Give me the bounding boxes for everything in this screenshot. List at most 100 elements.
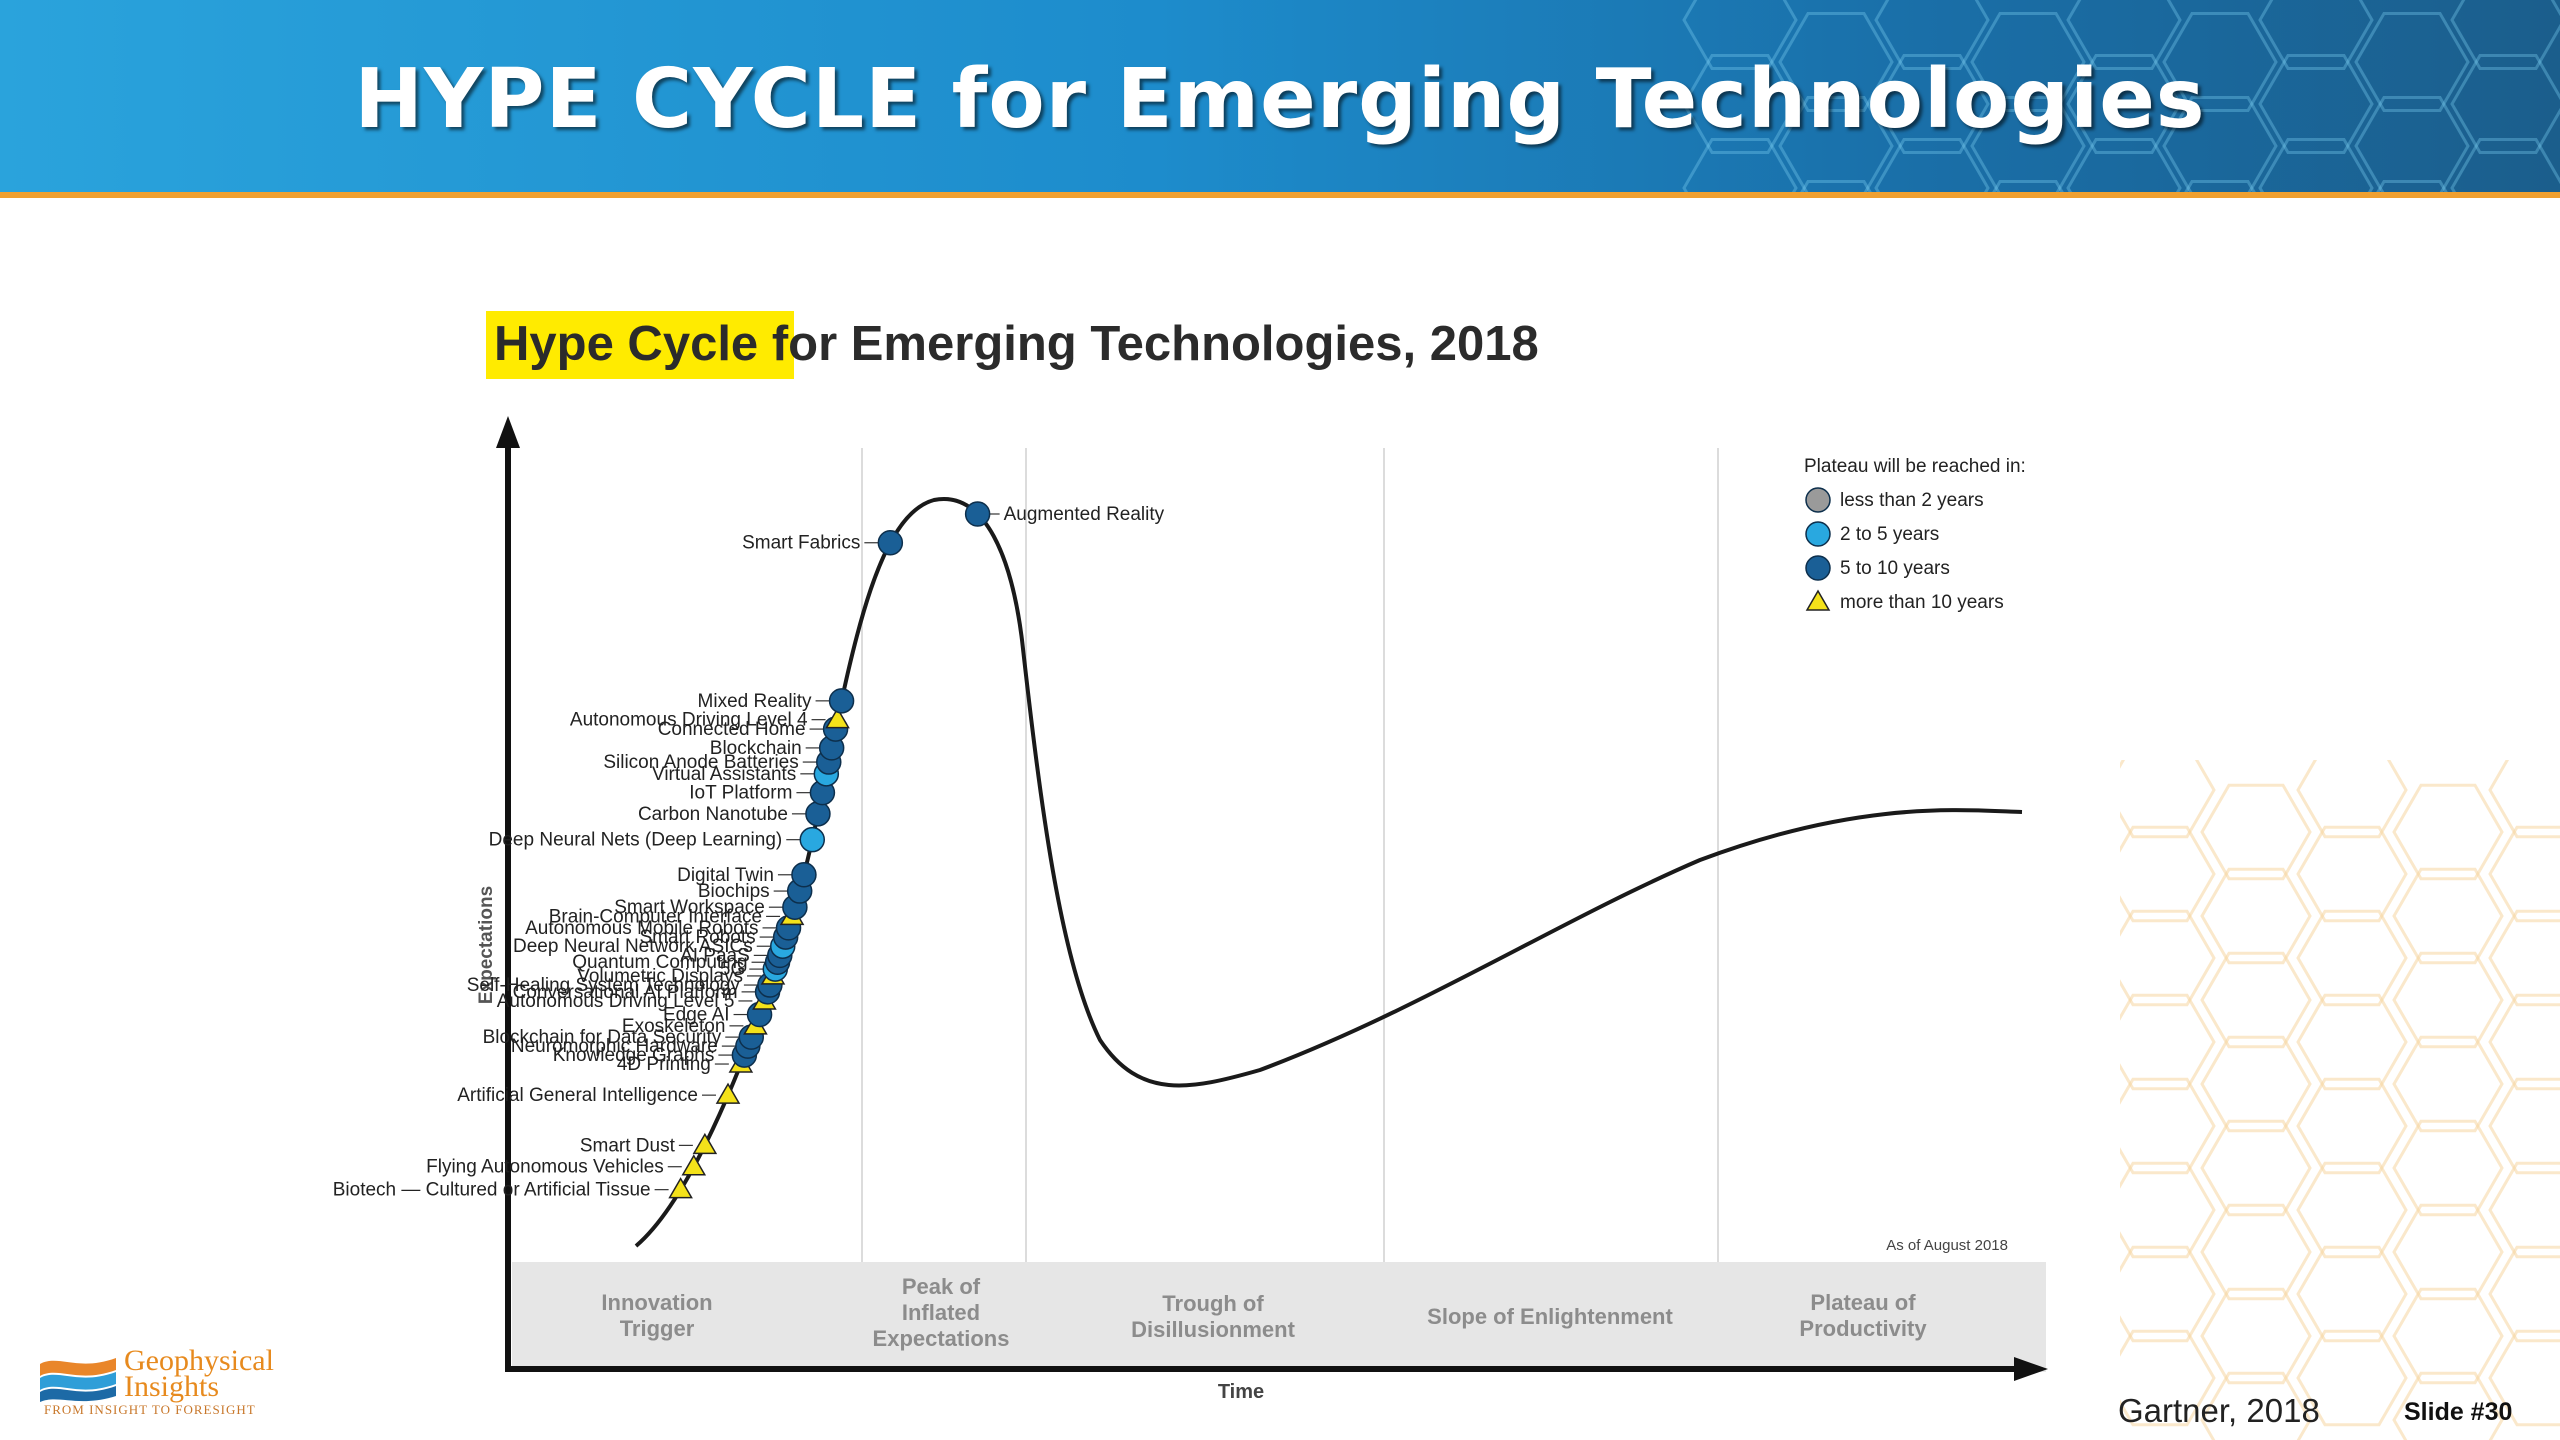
logo-name-line1: Geophysical	[124, 1344, 274, 1377]
logo-name-line2: Insights	[124, 1370, 220, 1403]
legend-label-5to10: 5 to 10 years	[1840, 558, 1950, 579]
decorative-hexagon	[2200, 951, 2312, 1049]
decorative-hexagon	[2296, 1161, 2408, 1259]
tech-marker-deep-neural-nets-deep-learning	[799, 826, 826, 853]
tech-label-self-healing-system-technology: Self-Healing System Technology	[467, 975, 741, 996]
legend-marker-2to5	[1805, 521, 1831, 547]
header-hexagon	[1778, 96, 1894, 192]
legend-marker-lt2	[1805, 487, 1831, 513]
tech-label-artificial-general-intelligence: Artificial General Intelligence	[457, 1085, 698, 1106]
tech-label-volumetric-displays: Volumetric Displays	[577, 966, 743, 987]
phase-trough: Trough of Disillusionment	[1131, 1291, 1295, 1342]
decorative-hexagon	[2488, 993, 2560, 1091]
header-hexagon	[2258, 54, 2374, 154]
phase-slope: Slope of Enlightenment	[1427, 1304, 1673, 1329]
legend: Plateau will be reached in: less than 2 …	[1804, 456, 2026, 613]
decorative-hexagon	[2200, 1371, 2312, 1440]
decorative-hexagon	[2488, 1245, 2560, 1343]
header-hexagon	[1682, 138, 1798, 192]
technology-leader-lines	[654, 513, 1000, 1191]
tech-label-smart-robots: Smart Robots	[640, 927, 756, 948]
header-hexagon	[1682, 54, 1798, 154]
phase-plateau: Plateau of Productivity	[1799, 1290, 1927, 1341]
decorative-hexagon	[2200, 867, 2312, 965]
tech-marker-mixed-reality	[828, 688, 855, 714]
decorative-hexagon	[2488, 1161, 2560, 1259]
phase-labels: Innovation Trigger Peak of Inflated Expecta…	[601, 1274, 1927, 1351]
tech-marker-artificial-general-intelligence	[715, 1082, 741, 1104]
slide-title: HYPE CYCLE for Emerging Technologies	[354, 52, 2206, 147]
legend-label-2to5: 2 to 5 years	[1840, 524, 1939, 545]
header-hexagon	[2066, 54, 2182, 154]
tech-label-virtual-assistants: Virtual Assistants	[652, 764, 796, 785]
tech-label-iot-platform: IoT Platform	[689, 783, 792, 804]
decorative-hexagon	[2392, 1371, 2504, 1440]
tech-label-autonomous-driving-level-5: Autonomous Driving Level 5	[497, 991, 735, 1012]
decorative-hexagon	[2120, 909, 2216, 1007]
phase-innovation-trigger: Innovation Trigger	[601, 1290, 712, 1341]
tech-marker-carbon-nanotube	[805, 801, 831, 827]
decorative-hexagon	[2120, 760, 2216, 839]
header-hexagon	[2258, 138, 2374, 192]
header-hexagon	[2184, 180, 2256, 192]
decorative-hexagon	[2488, 825, 2560, 923]
decorative-hexagon	[2200, 1035, 2312, 1133]
decorative-hexagon	[2120, 1329, 2216, 1427]
tech-marker-smart-fabrics	[877, 529, 904, 556]
decorative-hexagon	[2296, 1077, 2408, 1175]
header-hexagon	[1682, 0, 1798, 70]
tech-label-neuromorphic-hardware: Neuromorphic Hardware	[511, 1036, 718, 1057]
legend-title: Plateau will be reached in:	[1804, 456, 2026, 477]
tech-marker-flying-autonomous-vehicles	[681, 1154, 707, 1176]
technology-markers	[668, 501, 991, 1199]
chart-title-rest: for Emerging Technologies, 2018	[758, 317, 1539, 371]
header-hexagon	[1970, 12, 2086, 112]
tech-label-smart-fabrics: Smart Fabrics	[742, 533, 860, 554]
logo-waves-icon	[40, 1358, 116, 1402]
decorative-hexagon	[2296, 1245, 2408, 1343]
tech-label-smart-dust: Smart Dust	[580, 1135, 676, 1156]
decorative-hexagon	[2120, 993, 2216, 1091]
hype-curve	[634, 497, 2023, 1248]
logo-tagline: FROM INSIGHT TO FORESIGHT	[44, 1402, 256, 1417]
decorative-hexagon-pattern	[2120, 760, 2560, 1440]
tech-label-edge-ai: Edge AI	[663, 1005, 730, 1026]
header-hexagon	[1800, 180, 1872, 192]
decorative-hexagon	[2392, 1035, 2504, 1133]
decorative-hexagon	[2296, 993, 2408, 1091]
tech-label-4d-printing: 4D Printing	[617, 1054, 711, 1075]
tech-label-augmented-reality: Augmented Reality	[1004, 504, 1165, 525]
header-hexagon	[2066, 0, 2182, 70]
header-hexagon	[2376, 180, 2448, 192]
tech-label-deep-neural-nets-deep-learning: Deep Neural Nets (Deep Learning)	[489, 830, 783, 851]
decorative-hexagon	[2296, 909, 2408, 1007]
tech-label-biochips: Biochips	[698, 881, 770, 902]
x-axis-label: Time	[1218, 1381, 1264, 1403]
decorative-hexagon	[2200, 783, 2312, 881]
chart-title: Hype Cycle for Emerging Technologies, 20…	[494, 317, 1539, 371]
header-hexagon	[1970, 96, 2086, 192]
header-hexagon	[1874, 0, 1990, 70]
tech-label-blockchain: Blockchain	[710, 738, 802, 759]
decorative-hexagon	[2488, 909, 2560, 1007]
tech-label-mixed-reality: Mixed Reality	[698, 691, 813, 712]
tech-label-digital-twin: Digital Twin	[677, 865, 774, 886]
phase-band	[512, 1262, 2046, 1372]
header-hexagon	[2450, 0, 2560, 70]
chart-title-highlight-box	[486, 311, 794, 379]
header-hexagon	[2354, 12, 2470, 112]
header-hexagon	[2450, 138, 2560, 192]
decorative-hexagon	[2120, 1161, 2216, 1259]
chart-title-highlight: Hype Cycle	[494, 317, 758, 371]
phase-dividers	[861, 448, 1719, 1262]
header-hexagon	[2258, 0, 2374, 70]
header-hexagon	[2162, 12, 2278, 112]
legend-marker-gt10	[1805, 589, 1831, 611]
tech-label-exoskeleton: Exoskeleton	[622, 1016, 726, 1037]
tech-label-5g: 5G	[720, 959, 745, 980]
tech-label-carbon-nanotube: Carbon Nanotube	[638, 804, 788, 825]
x-axis-arrow	[2014, 1357, 2048, 1381]
tech-label-autonomous-mobile-robots: Autonomous Mobile Robots	[525, 918, 758, 939]
tech-label-brain-computer-interface: Brain-Computer Interface	[549, 906, 762, 927]
y-axis-label: Expectations	[476, 886, 497, 1004]
